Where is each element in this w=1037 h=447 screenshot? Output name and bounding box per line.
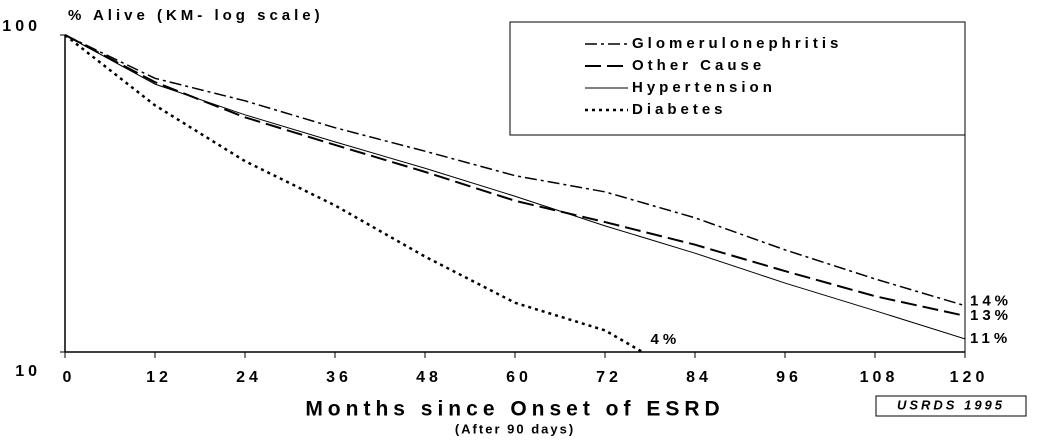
end-label: 13% (970, 307, 1012, 324)
legend-label: Hypertension (632, 79, 776, 96)
x-tick-label: 36 (326, 369, 352, 386)
x-tick-label: 120 (950, 369, 989, 386)
x-axis-sublabel: (After 90 days) (455, 421, 575, 436)
y-tick-label: 100 (2, 18, 41, 35)
x-tick-label: 60 (506, 369, 532, 386)
legend-label: Other Cause (632, 57, 765, 74)
end-label: 4% (651, 331, 681, 348)
source-box (875, 395, 1027, 417)
end-label: 14% (970, 293, 1012, 310)
x-tick-label: 84 (686, 369, 712, 386)
y-axis-label: % Alive (KM- log scale) (68, 7, 324, 24)
legend-label: Glomerulonephritis (632, 35, 842, 52)
y-tick-label: 10 (15, 363, 41, 380)
series-line (65, 34, 965, 307)
series-line (65, 34, 644, 352)
series-line (65, 34, 965, 340)
x-tick-label: 24 (236, 369, 262, 386)
x-tick-label: 0 (63, 369, 76, 386)
source: USRDS 1995 (897, 397, 1005, 412)
x-tick-label: 108 (860, 369, 899, 386)
legend-box (509, 21, 966, 136)
x-axis-label: Months since Onset of ESRD (305, 398, 724, 421)
x-tick-label: 12 (146, 369, 172, 386)
x-tick-label: 72 (596, 369, 622, 386)
x-tick-label: 48 (416, 369, 442, 386)
x-tick-label: 96 (776, 369, 802, 386)
end-label: 11% (970, 330, 1011, 347)
series-line (65, 34, 965, 317)
legend-label: Diabetes (632, 101, 727, 118)
